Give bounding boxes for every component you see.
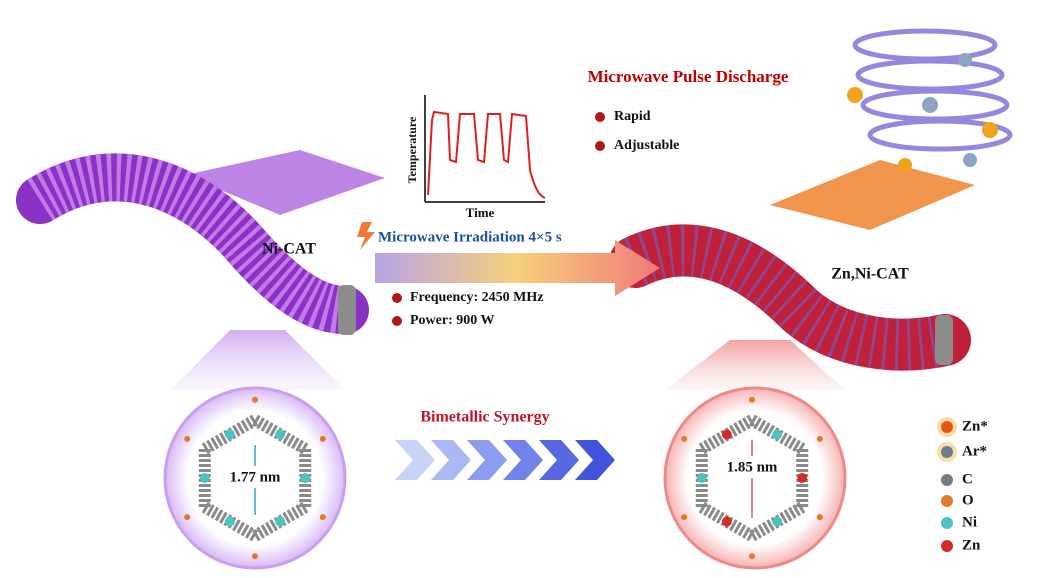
legend-label: O [962,492,974,508]
legend-label: Zn* [962,418,988,434]
feature: Adjustable [614,138,679,153]
fiber-texture [27,153,347,334]
ni-cat-sheet [185,150,385,215]
label-bg [719,456,785,478]
oxygen [681,514,688,521]
bullet [392,293,402,303]
metal-node [300,473,311,483]
chevron [575,440,615,480]
legend-label: C [962,471,973,487]
legend-swatch [941,474,953,486]
metal-node [797,473,808,483]
zoom-beam [665,340,845,390]
bullet [595,141,605,151]
chevron [467,440,507,480]
label-bg [222,466,288,488]
legend-swatch [941,495,953,507]
bullet [392,316,402,326]
parameter: Frequency: 2450 MHz [410,290,544,305]
chevron [431,440,471,480]
legend-swatch [941,446,953,458]
legend-swatch [941,540,953,552]
pore-size: 1.77 nm [230,469,281,485]
oxygen [816,435,823,442]
oxygen [749,553,755,560]
discharge-title: Microwave Pulse Discharge [588,67,789,86]
synergy-label: Bimetallic Synergy [420,409,549,426]
parameter: Power: 900 W [410,313,495,328]
oxygen [184,435,191,442]
oxygen [319,514,326,521]
legend-swatch [941,421,953,433]
inset-x-label: Time [466,205,495,220]
metal-node [224,429,235,440]
legend-label: Ni [962,514,977,530]
metal-node [275,429,286,440]
oxygen [816,514,823,521]
fiber-texture [623,224,951,371]
zoom-beam [170,330,345,390]
metal-node [275,516,286,527]
legend-label: Zn [962,537,981,553]
oxygen [252,396,258,403]
metal-node [721,429,732,440]
feature: Rapid [614,109,651,124]
lightning-icon [357,222,375,250]
after-label: Zn,Ni-CAT [831,266,909,283]
fiber-core [338,285,356,335]
metal-node [199,473,210,483]
fiber-core [935,315,953,365]
oxygen [681,435,688,442]
oxygen [749,396,755,403]
framework [681,396,823,560]
zn-ni-cat-sheet [770,160,975,230]
oxygen [319,435,326,442]
temperature-curve [427,110,546,199]
pore-size: 1.85 nm [727,459,778,475]
before-label: Ni-CAT [262,241,316,258]
chevron [539,440,579,480]
chevron [395,440,435,480]
metal-node [721,516,732,527]
bullet [595,112,605,122]
metal-node [696,473,707,483]
inset-y-label: Temperature [405,116,419,183]
oxygen [184,514,191,521]
legend-swatch [941,517,953,529]
metal-node [772,429,783,440]
metal-node [772,516,783,527]
process-arrow [375,240,660,296]
metal-node [224,516,235,527]
chevrons [395,440,615,480]
microwave-coil [852,28,1013,152]
process-label: Microwave Irradiation 4×5 s [378,229,562,245]
oxygen [252,553,258,560]
framework [184,396,326,560]
legend: Zn* Ar* CO Ni Zn [937,417,988,553]
legend-label: Ar* [962,443,987,459]
plasma-particles [847,53,998,172]
chevron [503,440,543,480]
